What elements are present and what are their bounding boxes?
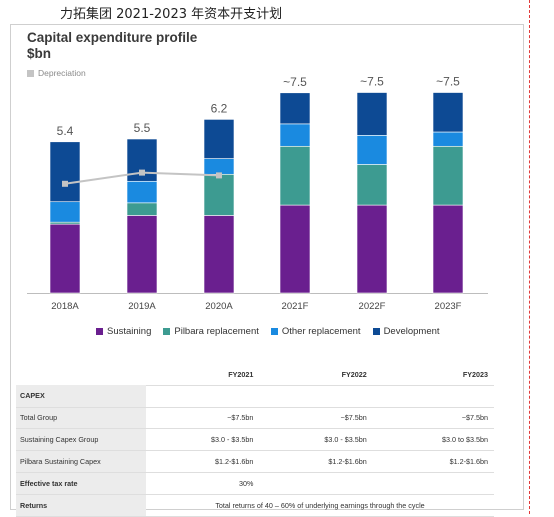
table-row: Total Group ~$7.5bn ~$7.5bn ~$7.5bn bbox=[16, 407, 494, 430]
row-label-total-group: Total Group bbox=[16, 407, 146, 430]
cell-sustaining-fy2022: $3.0 - $3.5bn bbox=[259, 428, 373, 452]
bar-other-replacement-2018A bbox=[49, 201, 81, 223]
col-header-fy2022: FY2022 bbox=[259, 364, 373, 386]
depreciation-point-2020A bbox=[216, 172, 222, 179]
series-legend: Sustaining Pilbara replacement Other repla… bbox=[96, 326, 452, 337]
document-title: 力拓集团 2021-2023 年资本开支计划 bbox=[60, 7, 283, 22]
capex-table: FY2021 FY2022 FY2023 CAPEX Total Group ~… bbox=[16, 364, 494, 517]
depreciation-point-2019A bbox=[139, 169, 145, 176]
bar-sustaining-2023F bbox=[432, 204, 464, 294]
legend-swatch-other-replacement bbox=[270, 328, 278, 335]
x-tick-label-2022F: 2022F bbox=[359, 301, 386, 312]
legend-item-development: Development bbox=[372, 326, 440, 337]
row-label-tax-rate: Effective tax rate bbox=[16, 472, 146, 495]
cell-sustaining-fy2021: $3.0 - $3.5bn bbox=[146, 428, 260, 452]
bar-other-replacement-2020A bbox=[203, 158, 235, 175]
x-tick-label-2021F: 2021F bbox=[282, 301, 309, 312]
total-label-2020A: 6.2 bbox=[211, 101, 228, 115]
x-tick-label-2023F: 2023F bbox=[435, 301, 462, 312]
cell-total-group-fy2021: ~$7.5bn bbox=[146, 407, 260, 430]
bar-sustaining-2020A bbox=[203, 215, 235, 294]
bar-other-replacement-2022F bbox=[356, 135, 388, 165]
bar-other-replacement-2023F bbox=[432, 131, 464, 147]
table-header-row: FY2021 FY2022 FY2023 bbox=[16, 364, 494, 386]
table-row: Effective tax rate 30% bbox=[16, 472, 494, 495]
table-section-row: CAPEX bbox=[16, 385, 494, 408]
legend-item-sustaining: Sustaining bbox=[96, 326, 151, 337]
cell-returns: Total returns of 40 – 60% of underlying … bbox=[146, 494, 494, 517]
legend-swatch-development bbox=[372, 328, 380, 335]
bar-development-2023F bbox=[432, 92, 464, 133]
cell-pilbara-fy2021: $1.2-$1.6bn bbox=[146, 450, 260, 473]
capex-bar-chart: 5.4 2018A 5.5 2019A 6.2 2020A ~7.5 2021F ~7.5 202… bbox=[27, 75, 488, 312]
bar-pilbara-replacement-2019A bbox=[126, 202, 158, 216]
table-row: Returns Total returns of 40 – 60% of und… bbox=[16, 494, 494, 517]
legend-swatch-sustaining bbox=[96, 328, 103, 335]
chart-title-line1: Capital expenditure profile bbox=[27, 30, 198, 45]
col-header-fy2021: FY2021 bbox=[146, 364, 260, 386]
dashed-margin-line bbox=[529, 0, 530, 514]
bar-development-2022F bbox=[356, 92, 388, 136]
depreciation-legend: Depreciation bbox=[27, 68, 86, 78]
chart-title: Capital expenditure profile $bn bbox=[27, 30, 197, 62]
bar-pilbara-replacement-2021F bbox=[279, 145, 311, 206]
bar-development-2018A bbox=[49, 141, 81, 203]
bar-sustaining-2022F bbox=[356, 204, 388, 294]
x-tick-label-2020A: 2020A bbox=[205, 301, 233, 312]
cell-pilbara-fy2022: $1.2-$1.6bn bbox=[259, 450, 373, 473]
cell-tax-rate: 30% bbox=[146, 472, 260, 495]
cell-sustaining-fy2023: $3.0 to $3.5bn bbox=[372, 428, 494, 452]
bar-pilbara-replacement-2022F bbox=[356, 164, 388, 206]
cell-total-group-fy2023: ~$7.5bn bbox=[372, 407, 494, 430]
cell-total-group-fy2022: ~$7.5bn bbox=[259, 407, 373, 430]
total-label-2019A: 5.5 bbox=[134, 121, 151, 135]
bar-other-replacement-2019A bbox=[126, 180, 158, 204]
section-label-capex: CAPEX bbox=[16, 385, 146, 408]
legend-item-pilbara-replacement: Pilbara replacement bbox=[163, 326, 259, 337]
total-label-2018A: 5.4 bbox=[57, 124, 74, 138]
table-header-blank bbox=[16, 364, 146, 385]
total-label-2023F: ~7.5 bbox=[436, 75, 460, 89]
depreciation-legend-label: Depreciation bbox=[38, 68, 86, 78]
bar-sustaining-2018A bbox=[49, 223, 81, 294]
depreciation-legend-swatch bbox=[27, 69, 34, 77]
legend-label-development: Development bbox=[383, 326, 440, 337]
bar-development-2020A bbox=[203, 119, 235, 159]
total-label-2021F: ~7.5 bbox=[283, 75, 307, 89]
legend-label-pilbara-replacement: Pilbara replacement bbox=[174, 326, 259, 337]
bar-pilbara-replacement-2023F bbox=[432, 145, 464, 206]
legend-item-other-replacement: Other replacement bbox=[270, 326, 361, 337]
total-label-2022F: ~7.5 bbox=[360, 75, 384, 89]
bar-sustaining-2021F bbox=[279, 204, 311, 294]
table-row: Sustaining Capex Group $3.0 - $3.5bn $3.… bbox=[16, 428, 494, 452]
chart-title-line2: $bn bbox=[27, 46, 52, 61]
x-tick-label-2018A: 2018A bbox=[51, 301, 79, 312]
row-label-pilbara-sustaining: Pilbara Sustaining Capex bbox=[16, 450, 146, 473]
legend-swatch-pilbara-replacement bbox=[163, 328, 171, 335]
bar-sustaining-2019A bbox=[126, 215, 158, 294]
col-header-fy2023: FY2023 bbox=[372, 364, 494, 386]
cell-pilbara-fy2023: $1.2-$1.6bn bbox=[372, 450, 494, 473]
legend-label-other-replacement: Other replacement bbox=[281, 326, 361, 337]
depreciation-point-2018A bbox=[62, 180, 68, 187]
x-tick-label-2019A: 2019A bbox=[128, 301, 156, 312]
table-row: Pilbara Sustaining Capex $1.2-$1.6bn $1.… bbox=[16, 450, 494, 473]
legend-label-sustaining: Sustaining bbox=[107, 326, 152, 337]
bar-other-replacement-2021F bbox=[279, 123, 311, 147]
bar-development-2021F bbox=[279, 92, 311, 125]
row-label-returns: Returns bbox=[16, 494, 146, 517]
row-label-sustaining-capex: Sustaining Capex Group bbox=[16, 428, 146, 452]
bar-pilbara-replacement-2020A bbox=[203, 173, 235, 216]
